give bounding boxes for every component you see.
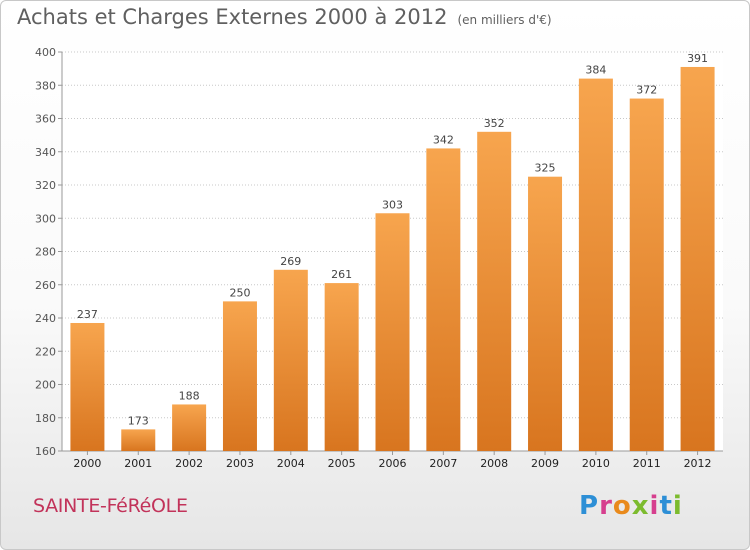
x-tick-label: 2009 bbox=[531, 457, 559, 470]
bar bbox=[629, 98, 664, 452]
data-label: 384 bbox=[585, 64, 606, 77]
data-label: 173 bbox=[128, 414, 149, 427]
y-tick-label: 400 bbox=[35, 46, 56, 59]
data-label: 391 bbox=[687, 52, 708, 65]
x-tick-label: 2001 bbox=[124, 457, 152, 470]
x-tick-label: 2003 bbox=[226, 457, 254, 470]
x-tick-label: 2010 bbox=[582, 457, 610, 470]
x-tick-label: 2005 bbox=[328, 457, 356, 470]
y-tick-label: 300 bbox=[35, 212, 56, 225]
y-tick-label: 320 bbox=[35, 179, 56, 192]
title-text: Achats et Charges Externes 2000 à 2012 bbox=[17, 5, 448, 29]
bar bbox=[70, 322, 105, 451]
x-tick-label: 2002 bbox=[175, 457, 203, 470]
x-tick-label: 2000 bbox=[73, 457, 101, 470]
bar bbox=[273, 269, 308, 451]
data-label: 188 bbox=[179, 389, 200, 402]
data-label: 237 bbox=[77, 308, 98, 321]
bar bbox=[528, 176, 563, 451]
y-tick-label: 380 bbox=[35, 79, 56, 92]
y-tick-label: 160 bbox=[35, 445, 56, 458]
data-label: 342 bbox=[433, 133, 454, 146]
x-tick-label: 2011 bbox=[633, 457, 661, 470]
data-label: 303 bbox=[382, 198, 403, 211]
y-tick-label: 360 bbox=[35, 113, 56, 126]
bar bbox=[222, 301, 257, 451]
commune-name: SAINTE-FéRéOLE bbox=[33, 495, 188, 517]
bar bbox=[680, 66, 715, 452]
bar bbox=[172, 404, 207, 451]
bar bbox=[426, 148, 461, 452]
proxiti-logo: Proxiti bbox=[579, 491, 683, 521]
y-tick-label: 260 bbox=[35, 279, 56, 292]
chart-title: Achats et Charges Externes 2000 à 2012 (e… bbox=[17, 5, 552, 29]
data-label: 325 bbox=[535, 162, 556, 175]
unit-label: (en milliers d'€) bbox=[457, 13, 552, 27]
data-label: 352 bbox=[484, 117, 505, 130]
data-label: 250 bbox=[229, 286, 250, 299]
data-label: 372 bbox=[636, 84, 657, 97]
x-tick-label: 2004 bbox=[277, 457, 305, 470]
y-tick-label: 200 bbox=[35, 379, 56, 392]
data-label: 261 bbox=[331, 268, 352, 281]
data-label: 269 bbox=[280, 255, 301, 268]
x-tick-label: 2008 bbox=[480, 457, 508, 470]
bar bbox=[375, 213, 410, 451]
bar bbox=[121, 429, 156, 451]
x-tick-label: 2006 bbox=[379, 457, 407, 470]
y-tick-label: 340 bbox=[35, 146, 56, 159]
bar bbox=[477, 131, 512, 452]
x-tick-label: 2007 bbox=[429, 457, 457, 470]
y-tick-label: 280 bbox=[35, 246, 56, 259]
bar bbox=[578, 78, 613, 451]
bar bbox=[324, 283, 359, 451]
y-tick-label: 220 bbox=[35, 345, 56, 358]
x-tick-label: 2012 bbox=[684, 457, 712, 470]
y-tick-label: 180 bbox=[35, 412, 56, 425]
y-tick-label: 240 bbox=[35, 312, 56, 325]
